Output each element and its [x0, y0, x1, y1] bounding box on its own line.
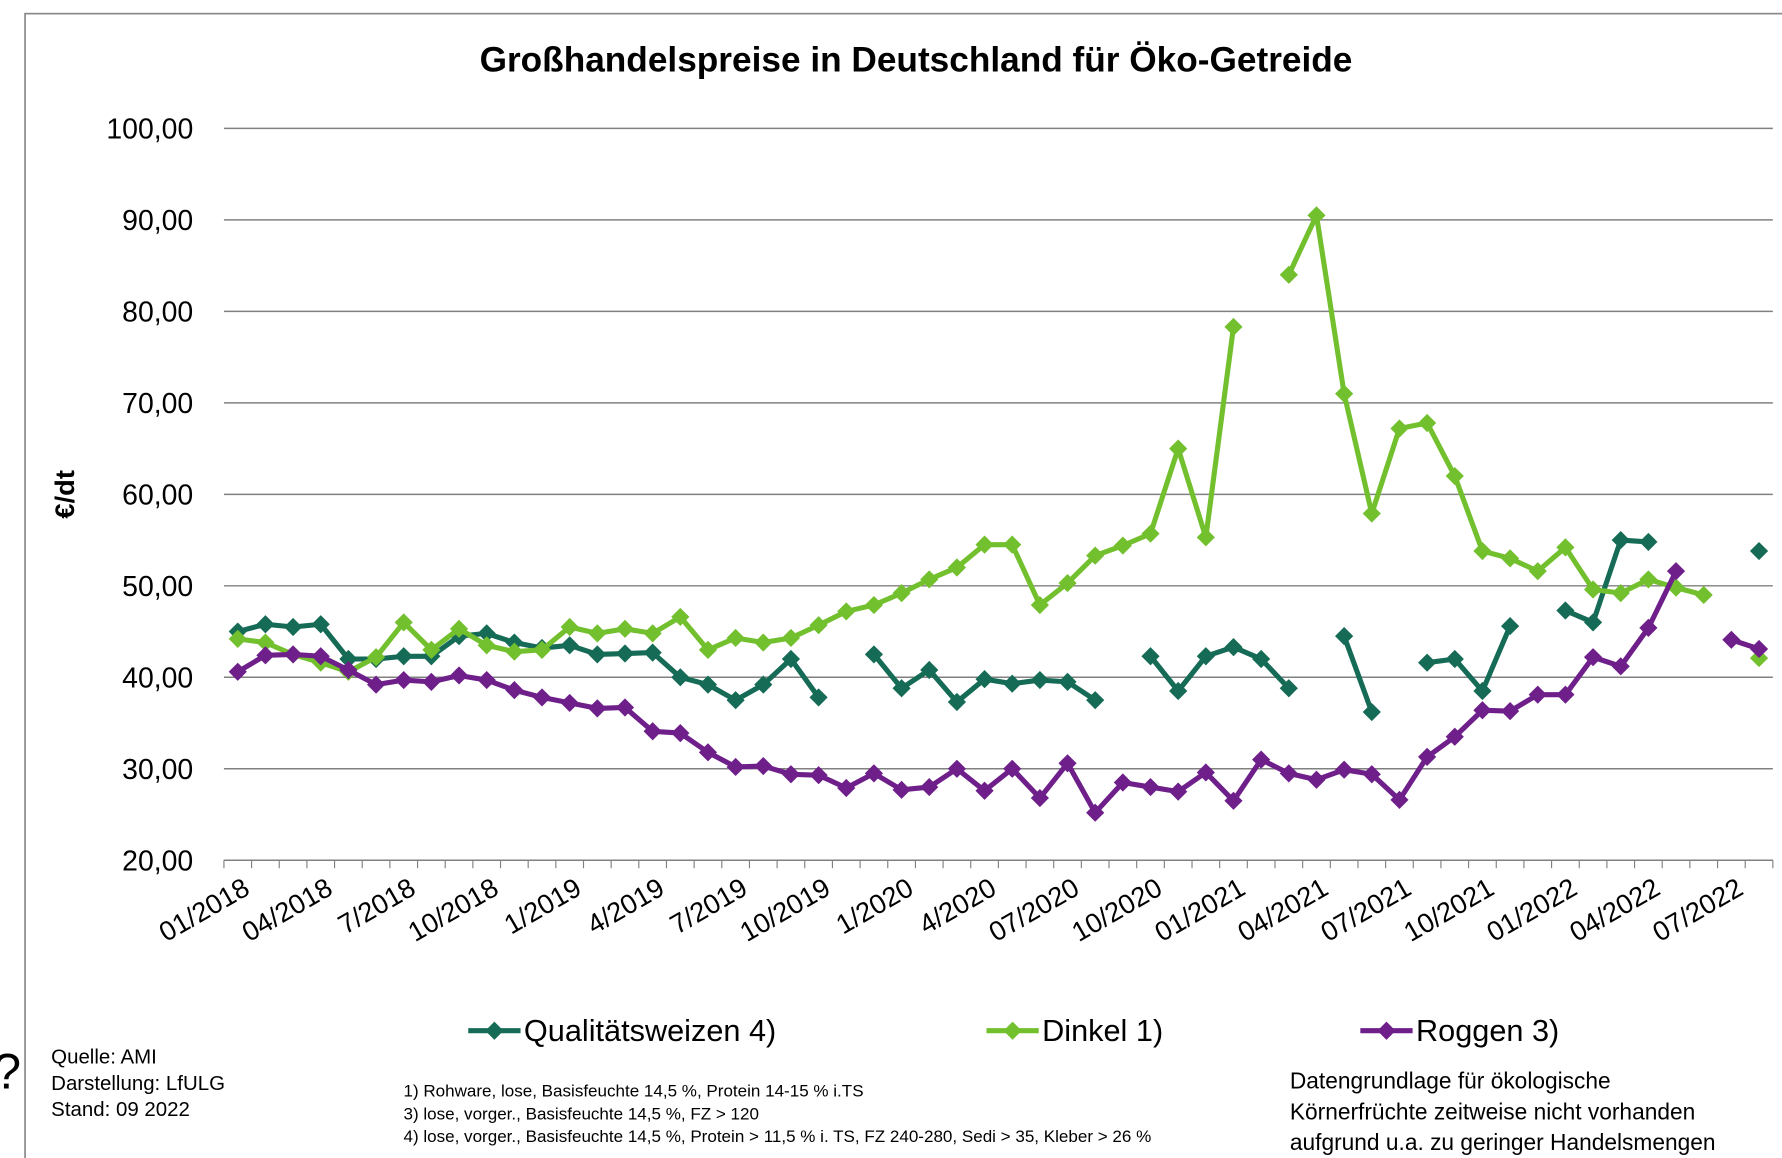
source-text: Darstellung: LfULG: [51, 1072, 225, 1095]
source-text: Quelle: AMI: [51, 1046, 157, 1069]
note-text: aufgrund u.a. zu geringer Handelsmengen: [1290, 1129, 1716, 1155]
legend-label: Roggen 3): [1416, 1013, 1559, 1048]
chart-title: Großhandelspreise in Deutschland für Öko…: [480, 41, 1353, 80]
y-tick-label: 60,00: [122, 480, 193, 512]
edge-text: ?: [0, 1044, 21, 1100]
y-tick-label: 80,00: [122, 297, 193, 329]
legend-label: Qualitätsweizen 4): [524, 1013, 776, 1048]
y-tick-label: 100,00: [106, 114, 193, 146]
footnote: 1) Rohware, lose, Basisfeuchte 14,5 %, P…: [403, 1082, 863, 1101]
y-axis-label: €/dt: [49, 470, 80, 518]
y-tick-label: 40,00: [122, 663, 193, 695]
background: [0, 0, 1782, 1158]
y-tick-label: 90,00: [122, 205, 193, 237]
legend-label: Dinkel 1): [1042, 1013, 1163, 1048]
footnote: 4) lose, vorger., Basisfeuchte 14,5 %, P…: [403, 1127, 1151, 1146]
y-tick-label: 20,00: [122, 845, 193, 877]
note-text: Körnerfrüchte zeitweise nicht vorhanden: [1290, 1098, 1695, 1124]
y-tick-label: 50,00: [122, 571, 193, 603]
source-text: Stand: 09 2022: [51, 1098, 190, 1121]
footnote: 3) lose, vorger., Basisfeuchte 14,5 %, F…: [403, 1104, 758, 1123]
y-tick-label: 70,00: [122, 388, 193, 420]
chart: Großhandelspreise in Deutschland für Öko…: [0, 0, 1782, 1158]
note-text: Datengrundlage für ökologische: [1290, 1068, 1611, 1094]
y-tick-label: 30,00: [122, 754, 193, 786]
